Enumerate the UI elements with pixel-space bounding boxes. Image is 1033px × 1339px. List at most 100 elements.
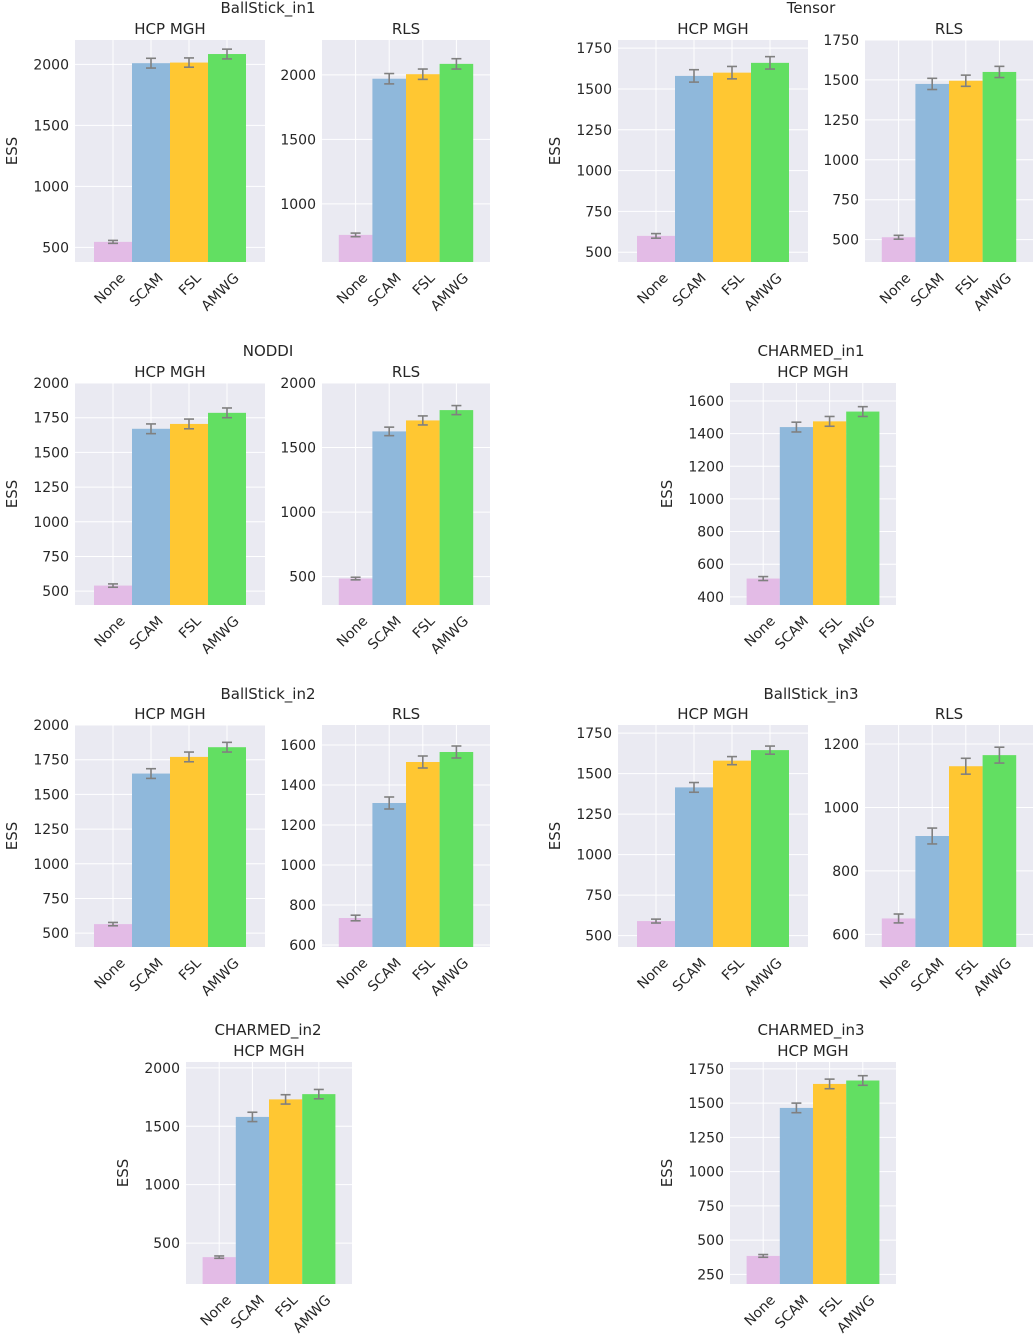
bar-amwg bbox=[208, 54, 246, 263]
y-tick-label: 1500 bbox=[576, 767, 612, 783]
y-tick-label: 1500 bbox=[144, 1119, 180, 1135]
y-tick-label: 500 bbox=[585, 245, 612, 261]
bar-amwg bbox=[982, 71, 1017, 262]
bar-fsl bbox=[949, 766, 983, 947]
x-tick-label: SCAM bbox=[127, 955, 167, 995]
y-tick-label: 750 bbox=[697, 1199, 724, 1215]
x-tick-label: SCAM bbox=[365, 270, 405, 310]
x-tick-label: FSL bbox=[817, 613, 846, 642]
y-tick-label: 800 bbox=[289, 898, 316, 914]
panel-title: RLS bbox=[392, 20, 420, 38]
panel-title: HCP MGH bbox=[677, 20, 748, 38]
bar-amwg bbox=[439, 752, 474, 947]
group-title-ballstick-in1: BallStick_in1 bbox=[220, 0, 315, 18]
bar-fsl bbox=[406, 762, 440, 947]
x-tick-label: None bbox=[877, 270, 914, 307]
y-tick-label: 500 bbox=[585, 929, 612, 945]
y-tick-label: 1250 bbox=[576, 123, 612, 139]
group-title-ballstick-in3: BallStick_in3 bbox=[763, 685, 858, 704]
bar-amwg bbox=[439, 63, 474, 263]
bar-scam bbox=[915, 836, 949, 947]
y-tick-label: 1000 bbox=[280, 858, 316, 874]
panel-title: RLS bbox=[392, 705, 420, 723]
x-tick-label: SCAM bbox=[772, 1292, 812, 1332]
bar-fsl bbox=[170, 423, 208, 605]
svg-text:CHARMED_in1: CHARMED_in1 bbox=[757, 342, 864, 361]
bar-amwg bbox=[846, 1080, 880, 1284]
y-tick-label: 1600 bbox=[688, 394, 724, 410]
y-tick-label: 1500 bbox=[280, 132, 316, 148]
y-tick-label: 2000 bbox=[144, 1061, 180, 1077]
x-tick-label: AMWG bbox=[834, 613, 878, 657]
x-tick-label: AMWG bbox=[199, 955, 243, 999]
x-tick-label: SCAM bbox=[228, 1292, 268, 1332]
x-tick-label: SCAM bbox=[908, 270, 948, 310]
bar-fsl bbox=[713, 760, 751, 947]
bar-amwg bbox=[302, 1094, 336, 1284]
x-tick-label: FSL bbox=[410, 270, 439, 299]
y-tick-label: 1750 bbox=[33, 411, 69, 427]
bar-none bbox=[338, 918, 373, 947]
y-tick-label: 1500 bbox=[688, 1096, 724, 1112]
group-title-charmed-in1: CHARMED_in1 bbox=[757, 342, 864, 361]
svg-text:BallStick_in2: BallStick_in2 bbox=[220, 685, 315, 704]
x-tick-label: None bbox=[742, 613, 779, 650]
bar-fsl bbox=[406, 420, 440, 605]
bar-fsl bbox=[813, 1083, 847, 1284]
y-tick-label: 1500 bbox=[33, 787, 69, 803]
y-tick-label: 1750 bbox=[576, 41, 612, 57]
x-tick-label: AMWG bbox=[971, 270, 1015, 314]
panel-title: RLS bbox=[392, 363, 420, 381]
bar-scam bbox=[372, 78, 406, 262]
y-tick-label: 400 bbox=[697, 590, 724, 606]
x-tick-label: FSL bbox=[719, 955, 748, 984]
y-tick-label: 1500 bbox=[33, 118, 69, 134]
bar-scam bbox=[779, 1107, 813, 1284]
bar-scam bbox=[132, 773, 170, 947]
y-tick-label: 1000 bbox=[33, 857, 69, 873]
group-title-noddi: NODDI bbox=[243, 342, 294, 360]
y-tick-label: 500 bbox=[42, 240, 69, 256]
y-tick-label: 1400 bbox=[280, 778, 316, 794]
x-tick-label: None bbox=[334, 270, 371, 307]
y-tick-label: 2000 bbox=[33, 718, 69, 734]
x-tick-label: None bbox=[334, 955, 371, 992]
group-title-tensor: Tensor bbox=[786, 0, 836, 17]
panel-title: HCP MGH bbox=[134, 20, 205, 38]
bar-none bbox=[746, 1255, 780, 1284]
bar-none bbox=[338, 234, 373, 262]
y-tick-label: 600 bbox=[289, 938, 316, 954]
panel-title: RLS bbox=[935, 705, 963, 723]
panel-title: HCP MGH bbox=[777, 1042, 848, 1060]
y-tick-label: 1750 bbox=[576, 726, 612, 742]
bar-scam bbox=[372, 431, 406, 605]
x-tick-label: SCAM bbox=[365, 613, 405, 653]
y-tick-label: 1000 bbox=[576, 848, 612, 864]
y-tick-label: 1200 bbox=[280, 818, 316, 834]
bar-none bbox=[746, 578, 780, 605]
y-axis-label: ESS bbox=[546, 822, 564, 851]
bar-amwg bbox=[846, 411, 880, 605]
y-tick-label: 1250 bbox=[33, 480, 69, 496]
y-tick-label: 1500 bbox=[280, 441, 316, 457]
x-tick-label: None bbox=[877, 955, 914, 992]
bar-scam bbox=[675, 787, 713, 947]
y-tick-label: 1250 bbox=[688, 1130, 724, 1146]
y-tick-label: 800 bbox=[697, 525, 724, 541]
panel-title: HCP MGH bbox=[233, 1042, 304, 1060]
x-tick-label: FSL bbox=[273, 1292, 302, 1321]
svg-text:NODDI: NODDI bbox=[243, 342, 294, 360]
bar-fsl bbox=[813, 421, 847, 605]
y-tick-label: 750 bbox=[585, 888, 612, 904]
y-tick-label: 600 bbox=[697, 557, 724, 573]
x-tick-label: AMWG bbox=[199, 613, 243, 657]
x-tick-label: FSL bbox=[176, 955, 205, 984]
